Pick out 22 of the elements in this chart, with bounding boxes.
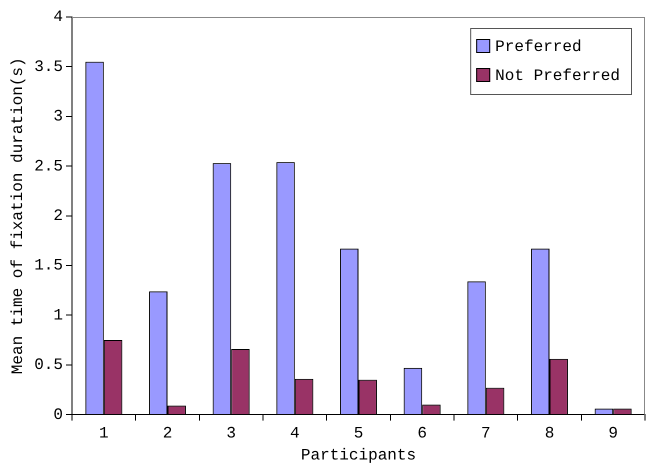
legend-label: Not Preferred: [495, 67, 620, 86]
y-tick-label: 1.5: [34, 256, 64, 275]
x-tick-label: 4: [290, 424, 300, 442]
y-tick-label: 0.5: [34, 356, 64, 374]
y-tick-label: 0: [53, 406, 64, 424]
y-tick-label: 3: [53, 108, 64, 126]
y-axis-title: Mean time of fixation duration(s): [8, 57, 27, 374]
x-tick-label: 9: [608, 424, 618, 442]
legend-label: Preferred: [495, 38, 582, 56]
x-tick-label: 6: [417, 424, 427, 442]
x-tick-label: 5: [354, 424, 364, 442]
x-tick-label: 7: [481, 424, 491, 442]
x-tick-label: 2: [162, 424, 172, 442]
y-tick-label: 1: [53, 306, 64, 324]
y-tick-label: 2: [53, 207, 64, 226]
x-axis-title: Participants: [300, 446, 416, 465]
x-tick-label: 1: [99, 424, 109, 442]
y-tick-label: 2.5: [34, 157, 64, 176]
x-tick-label: 8: [544, 424, 554, 442]
y-tick-label: 4: [53, 8, 64, 26]
x-tick-label: 3: [226, 424, 236, 442]
y-tick-label: 3.5: [34, 58, 64, 76]
